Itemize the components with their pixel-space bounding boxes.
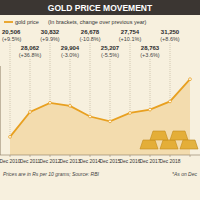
price-point [189, 78, 192, 81]
date-note: *As on Dec [172, 171, 198, 177]
source-note: Prices are in Rs per 10 grams; Source: R… [3, 171, 99, 177]
leader-line [110, 59, 111, 119]
x-tick-label: Dec 2015 [100, 159, 121, 164]
x-tick [190, 155, 191, 157]
y-range-line [0, 66, 1, 155]
change-label: (-10.8%) [79, 36, 100, 42]
value-label: 28,062 [21, 45, 40, 51]
value-label: 29,904 [61, 45, 80, 51]
price-line [10, 79, 190, 137]
value-label: 31,250 [161, 29, 180, 35]
x-tick [170, 155, 171, 157]
leader-line [90, 43, 91, 115]
price-point [69, 104, 72, 107]
value-label: 20,506 [2, 29, 21, 35]
leader-line [50, 43, 51, 101]
x-tick [70, 155, 71, 157]
leader-line [170, 43, 171, 99]
leader-line [10, 43, 11, 135]
leader-line [130, 43, 131, 111]
leader-line [30, 59, 31, 110]
x-tick [30, 155, 31, 157]
x-tick [90, 155, 91, 157]
value-label: 26,678 [81, 29, 100, 35]
subtitle: (In brackets, change over previous year) [48, 19, 147, 25]
price-point [149, 108, 152, 111]
x-tick [130, 155, 131, 157]
change-label: (+9.9%) [40, 36, 60, 42]
price-point [129, 112, 132, 115]
area-fill [10, 79, 190, 155]
price-point [109, 120, 112, 123]
x-tick-label: Dec 2010 [0, 159, 21, 164]
x-tick [110, 155, 111, 157]
x-tick-label: Dec 2017 [140, 159, 161, 164]
legend-swatch [4, 21, 13, 23]
change-label: (+10.1%) [119, 36, 142, 42]
value-label: 27,754 [121, 29, 140, 35]
x-tick [10, 155, 11, 157]
value-label: 28,763 [141, 45, 160, 51]
plot-area [9, 78, 192, 155]
legend-label: gold price [15, 19, 39, 25]
x-tick-label: Dec 2016 [120, 159, 141, 164]
header-band [0, 0, 200, 15]
x-tick [150, 155, 151, 157]
change-label: (-5.5%) [101, 52, 119, 58]
change-label: (+9.5%) [2, 36, 22, 42]
leader-line [150, 59, 151, 108]
title: GOLD PRICE MOVEMENT [48, 3, 153, 13]
x-tick-label: Dec 2011 [20, 159, 41, 164]
x-tick-label: Dec 2012 [40, 159, 61, 164]
chart: GOLD PRICE MOVEMENT gold price (In bracket… [0, 0, 200, 200]
change-label: (+3.6%) [140, 52, 160, 58]
x-tick-label: Dec 2014 [80, 159, 101, 164]
value-label: 30,832 [41, 29, 60, 35]
x-tick [50, 155, 51, 157]
price-point [169, 100, 172, 103]
value-label: 25,207 [101, 45, 120, 51]
price-point [29, 111, 32, 114]
price-point [89, 115, 92, 118]
leader-line [70, 59, 71, 104]
background [0, 0, 200, 200]
x-tick-label: Dec 2013 [60, 159, 81, 164]
change-label: (+36.8%) [19, 52, 42, 58]
change-label: (+8.6%) [160, 36, 180, 42]
x-tick-label: Dec 2018 [160, 159, 181, 164]
price-point [49, 101, 52, 104]
price-point [9, 135, 12, 138]
change-label: (-3.0%) [61, 52, 79, 58]
